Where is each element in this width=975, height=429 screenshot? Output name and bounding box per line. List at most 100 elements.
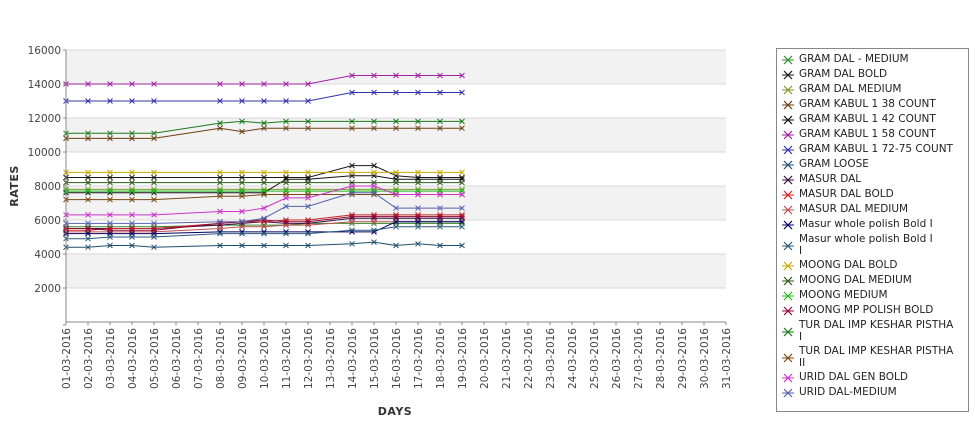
data-point (85, 188, 91, 194)
data-point (305, 242, 311, 249)
legend-item: TUR DAL IMP KESHAR PISTHA II (777, 345, 967, 369)
data-point (129, 234, 135, 240)
data-point (85, 179, 91, 186)
legend-item: GRAM DAL - MEDIUM (777, 53, 967, 66)
data-point (151, 220, 157, 227)
data-point (283, 230, 289, 237)
x-tick-label: 14-03-2016 (347, 328, 359, 389)
x-tick-label: 17-03-2016 (413, 328, 425, 389)
data-point (393, 72, 399, 79)
series-8 (63, 239, 465, 251)
x-tick-label: 23-03-2016 (545, 328, 557, 389)
data-point (393, 205, 399, 211)
data-point (217, 193, 223, 200)
data-point (283, 195, 289, 201)
legend-label: MASUR DAL (799, 173, 862, 185)
data-point (217, 208, 223, 215)
data-point (459, 169, 465, 176)
data-point (415, 125, 421, 132)
data-point (349, 240, 355, 247)
data-point (349, 227, 355, 234)
legend-label: GRAM LOOSE (799, 158, 869, 170)
data-point (393, 218, 399, 225)
data-point (85, 81, 91, 87)
data-point (305, 81, 311, 87)
data-point (151, 98, 157, 104)
data-point (261, 81, 267, 87)
data-point (349, 213, 355, 220)
data-point (129, 98, 135, 104)
data-point (129, 227, 135, 234)
data-point (393, 125, 399, 132)
series-line (66, 241, 462, 248)
legend-label: GRAM DAL - MEDIUM (799, 53, 909, 65)
data-point (239, 98, 245, 104)
x-tick-label: 04-03-2016 (127, 328, 139, 389)
data-point (283, 81, 289, 87)
legend-item: Masur whole polish Bold I (777, 218, 967, 231)
data-point (459, 125, 465, 132)
data-point (239, 242, 245, 249)
legend-marker-icon (782, 306, 794, 316)
data-point (349, 89, 355, 96)
data-point (107, 81, 113, 87)
series-21 (63, 189, 465, 227)
legend-label: MOONG DAL BOLD (799, 259, 898, 271)
data-point (151, 244, 157, 251)
data-point (107, 212, 113, 218)
data-point (349, 118, 355, 125)
data-point (305, 195, 311, 201)
legend-item: MOONG DAL MEDIUM (777, 274, 967, 287)
legend-marker-icon (782, 85, 794, 95)
data-point (283, 203, 289, 210)
data-point (151, 81, 157, 87)
x-tick-label: 15-03-2016 (369, 328, 381, 389)
data-point (393, 169, 399, 176)
data-point (85, 235, 91, 242)
legend-label: GRAM KABUL 1 72-75 COUNT (799, 143, 953, 155)
data-point (283, 98, 289, 104)
data-point (371, 239, 377, 245)
data-point (239, 179, 245, 186)
data-point (415, 179, 421, 186)
data-point (217, 98, 223, 104)
legend-label: TUR DAL IMP KESHAR PISTHA II (799, 345, 954, 369)
data-point (129, 242, 135, 249)
data-point (107, 98, 113, 104)
legend-marker-icon (782, 276, 794, 286)
legend-item: URID DAL-MEDIUM (777, 386, 967, 399)
data-point (107, 234, 113, 240)
legend-item: GRAM DAL MEDIUM (777, 83, 967, 96)
data-point (261, 125, 267, 132)
x-tick-label: 26-03-2016 (611, 328, 623, 389)
series-line (66, 185, 462, 216)
data-point (239, 223, 245, 230)
data-point (459, 223, 465, 230)
data-point (393, 89, 399, 96)
data-point (305, 118, 311, 125)
y-tick-label: 12000 (28, 113, 61, 125)
y-axis-title: RATES (8, 165, 21, 207)
data-point (151, 188, 157, 194)
data-point (305, 218, 311, 225)
series-13 (63, 223, 465, 242)
x-tick-label: 16-03-2016 (391, 328, 403, 389)
x-tick-label: 11-03-2016 (281, 328, 293, 389)
legend-label: TUR DAL IMP KESHAR PISTHA I (799, 319, 954, 343)
y-tick-label: 8000 (34, 181, 61, 193)
data-point (129, 212, 135, 218)
data-point (349, 125, 355, 132)
x-tick-label: 20-03-2016 (479, 328, 491, 389)
data-point (371, 213, 377, 220)
data-point (371, 125, 377, 132)
series-line (66, 192, 462, 224)
data-point (415, 205, 421, 211)
grid-band (66, 50, 726, 84)
data-point (305, 98, 311, 104)
data-point (129, 169, 135, 176)
x-tick-label: 06-03-2016 (171, 328, 183, 389)
data-point (437, 72, 443, 79)
data-point (261, 191, 267, 198)
legend-marker-icon (782, 327, 794, 337)
